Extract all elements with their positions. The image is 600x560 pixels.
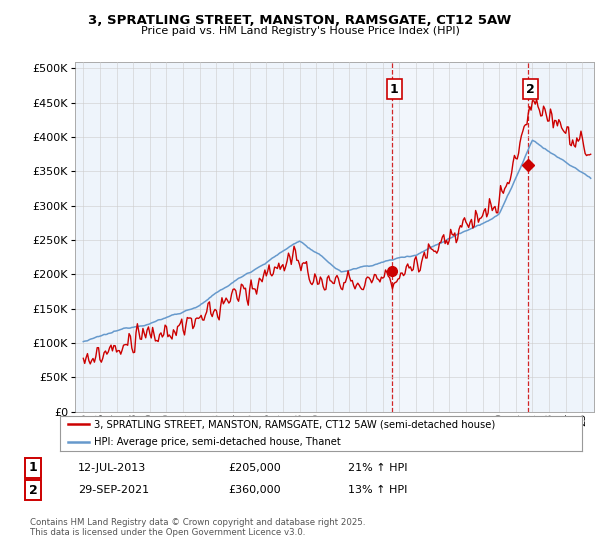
Text: 2: 2 <box>29 483 37 497</box>
Text: 21% ↑ HPI: 21% ↑ HPI <box>348 463 407 473</box>
Text: 13% ↑ HPI: 13% ↑ HPI <box>348 485 407 495</box>
Text: 1: 1 <box>29 461 37 474</box>
Text: HPI: Average price, semi-detached house, Thanet: HPI: Average price, semi-detached house,… <box>94 437 341 447</box>
Text: 1: 1 <box>389 82 398 96</box>
Text: 2: 2 <box>526 82 535 96</box>
Text: 3, SPRATLING STREET, MANSTON, RAMSGATE, CT12 5AW: 3, SPRATLING STREET, MANSTON, RAMSGATE, … <box>88 14 512 27</box>
Text: 12-JUL-2013: 12-JUL-2013 <box>78 463 146 473</box>
Text: Contains HM Land Registry data © Crown copyright and database right 2025.
This d: Contains HM Land Registry data © Crown c… <box>30 518 365 538</box>
Text: 29-SEP-2021: 29-SEP-2021 <box>78 485 149 495</box>
Text: 3, SPRATLING STREET, MANSTON, RAMSGATE, CT12 5AW (semi-detached house): 3, SPRATLING STREET, MANSTON, RAMSGATE, … <box>94 419 495 430</box>
Text: £205,000: £205,000 <box>228 463 281 473</box>
Text: Price paid vs. HM Land Registry's House Price Index (HPI): Price paid vs. HM Land Registry's House … <box>140 26 460 36</box>
Bar <box>392 62 528 412</box>
Text: £360,000: £360,000 <box>228 485 281 495</box>
